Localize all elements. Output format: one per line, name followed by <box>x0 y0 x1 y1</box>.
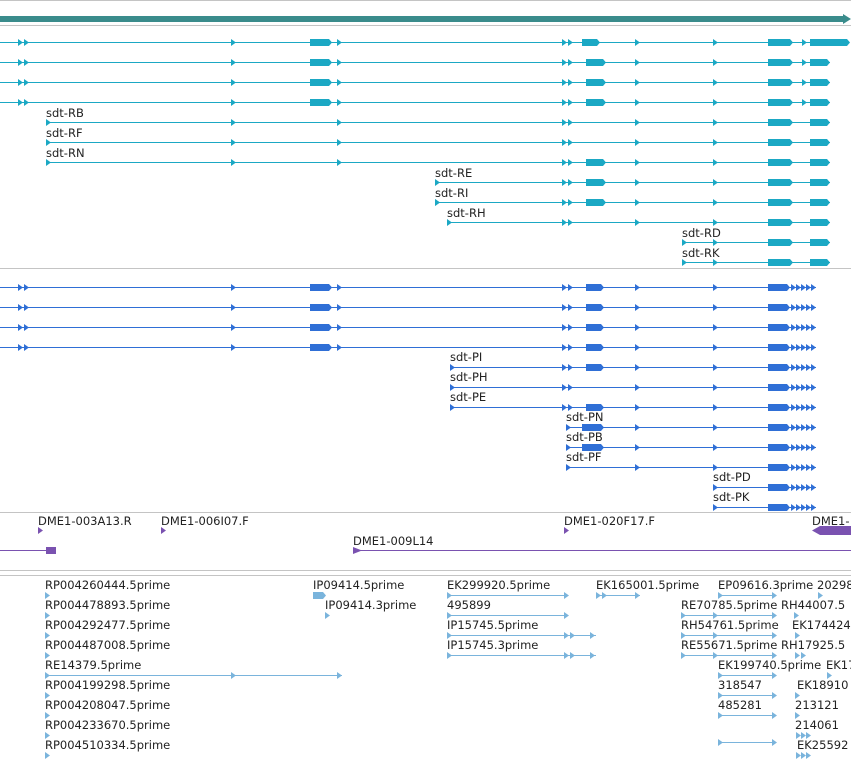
est-label[interactable]: 485281 <box>718 698 762 712</box>
est-label[interactable]: EK165001.5prime <box>596 578 699 592</box>
est-label[interactable]: RE14379.5prime <box>45 658 141 672</box>
est-label[interactable]: EK174424 <box>792 618 851 632</box>
transcript-track-blue: sdt-PI sdt-PH sdt-PE sdt-PN sdt-PB sdt-P… <box>0 284 816 511</box>
est-label[interactable]: RP004233670.5prime <box>45 718 170 732</box>
est-block <box>313 592 326 599</box>
exon-marker <box>795 712 800 719</box>
clone-label[interactable]: DME1- <box>812 514 850 528</box>
est-label[interactable]: RP004292477.5prime <box>45 618 170 632</box>
exon-marker <box>795 652 800 659</box>
transcript-label[interactable]: sdt-RN <box>46 146 85 160</box>
clone-label[interactable]: DME1-003A13.R <box>38 514 132 528</box>
est-label[interactable]: IP15745.3prime <box>447 638 538 652</box>
est-label[interactable]: RE55671.5prime <box>681 638 777 652</box>
transcript-label[interactable]: sdt-PH <box>450 370 488 384</box>
start-marker <box>38 527 43 534</box>
est-label[interactable]: 495899 <box>447 598 491 612</box>
exon-marker <box>794 612 799 619</box>
start-marker <box>45 712 50 719</box>
transcript-label[interactable]: sdt-RB <box>46 106 84 120</box>
est-label[interactable]: 20298 <box>817 578 851 592</box>
est-label[interactable]: IP15745.5prime <box>447 618 538 632</box>
transcript-label[interactable]: sdt-PB <box>566 430 603 444</box>
exon-marker <box>801 752 806 759</box>
clone-end <box>812 526 851 535</box>
exon-marker <box>827 672 832 679</box>
clone-label[interactable]: DME1-006I07.F <box>161 514 249 528</box>
est-label[interactable]: RP004478893.5prime <box>45 598 170 612</box>
est-track: RP004260444.5prime RP004478893.5prime RP… <box>45 578 851 759</box>
transcript-label[interactable]: sdt-RI <box>435 186 468 200</box>
start-marker <box>45 612 50 619</box>
est-label[interactable]: EK199740.5prime <box>718 658 821 672</box>
exon-marker <box>801 732 806 739</box>
est-label[interactable]: RH17925.5 <box>781 638 845 652</box>
transcript-label[interactable]: sdt-RF <box>46 126 83 140</box>
est-label[interactable]: EK25592 <box>797 738 848 752</box>
exon-marker <box>806 732 811 739</box>
est-label[interactable]: 318547 <box>718 678 762 692</box>
est-label[interactable]: IP09414.3prime <box>325 598 416 612</box>
start-marker <box>45 592 50 599</box>
est-label[interactable]: EK17 <box>826 658 851 672</box>
transcript-label[interactable]: sdt-RK <box>682 246 720 260</box>
est-label[interactable]: RH44007.5 <box>781 598 845 612</box>
est-label[interactable]: 214061 <box>795 718 839 732</box>
est-label[interactable]: IP09414.5prime <box>313 578 404 592</box>
start-marker <box>325 612 330 619</box>
start-marker <box>45 652 50 659</box>
exon-marker <box>806 752 811 759</box>
transcript-label[interactable]: sdt-PN <box>566 410 604 424</box>
transcript-label[interactable]: sdt-RD <box>682 226 721 240</box>
start-marker <box>45 732 50 739</box>
gene-span-bar[interactable] <box>0 16 845 22</box>
est-label[interactable]: EK299920.5prime <box>447 578 550 592</box>
start-marker <box>564 527 569 534</box>
exon-marker <box>795 692 800 699</box>
start-marker <box>796 732 801 739</box>
exon-marker <box>818 592 823 599</box>
est-label[interactable]: RP004208047.5prime <box>45 698 170 712</box>
start-marker <box>45 692 50 699</box>
transcript-label[interactable]: sdt-RH <box>447 206 486 220</box>
transcript-label[interactable]: sdt-PI <box>450 350 482 364</box>
clone-label[interactable]: DME1-009L14 <box>353 534 434 548</box>
est-label[interactable]: EP09616.3prime <box>718 578 813 592</box>
est-label[interactable]: RP004260444.5prime <box>45 578 170 592</box>
est-label[interactable]: 213121 <box>795 698 839 712</box>
gene-strand-arrow <box>843 14 851 24</box>
start-marker <box>45 752 50 759</box>
start-marker <box>45 632 50 639</box>
clone-track: DME1-003A13.R DME1-006I07.F DME1-009L14 … <box>0 514 851 554</box>
transcript-label[interactable]: sdt-PF <box>566 450 602 464</box>
exon-marker <box>795 632 800 639</box>
est-label[interactable]: EK18910 <box>797 678 848 692</box>
transcript-label[interactable]: sdt-RE <box>435 166 472 180</box>
est-label[interactable]: RP004510334.5prime <box>45 738 170 752</box>
transcript-label[interactable]: sdt-PK <box>713 490 750 504</box>
clone-label[interactable]: DME1-020F17.F <box>564 514 655 528</box>
start-marker <box>796 752 801 759</box>
transcript-label[interactable]: sdt-PE <box>450 390 486 404</box>
est-label[interactable]: RP004199298.5prime <box>45 678 170 692</box>
est-label[interactable]: RE70785.5prime <box>681 598 777 612</box>
transcript-label[interactable]: sdt-PD <box>713 470 751 484</box>
start-marker <box>161 527 166 534</box>
transcript-track-teal: sdt-RB sdt-RF sdt-RN sdt-RE sdt-RI sdt-R… <box>0 39 850 266</box>
exon-marker <box>801 652 806 659</box>
est-label[interactable]: RH54761.5prime <box>681 618 779 632</box>
est-label[interactable]: RP004487008.5prime <box>45 638 170 652</box>
